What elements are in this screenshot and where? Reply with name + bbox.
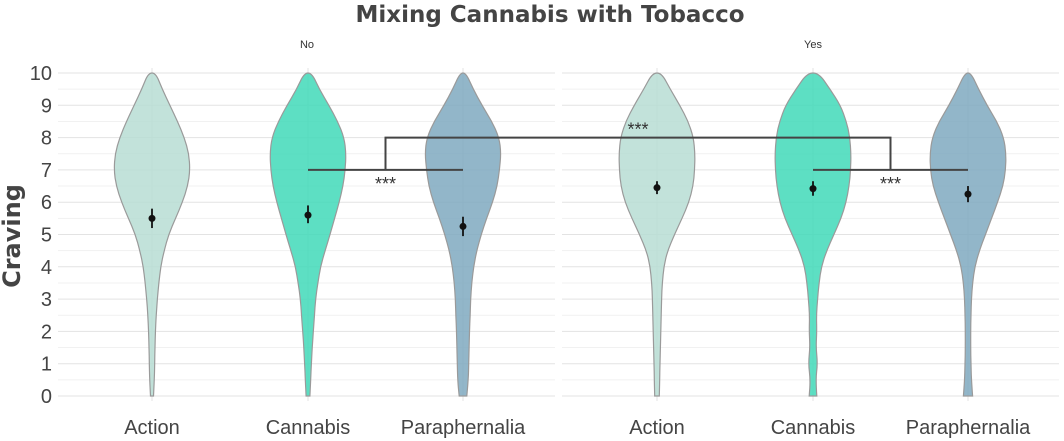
x-tick-label: Action [629,417,685,439]
facet-panel-no: No Action Cannabis Paraphernalia [58,39,555,439]
x-tick-label: Cannabis [266,417,351,439]
y-tick-label: 2 [41,321,52,343]
chart-title: Mixing Cannabis with Tobacco [355,2,744,28]
significance-label: *** [627,120,648,140]
mean-point-action [653,184,661,192]
facet-label: Yes [804,39,822,51]
violin-action [113,72,191,397]
facets-layer: No Action Cannabis Paraphernalia Yes Action Ca… [58,39,1059,439]
y-tick-label: 4 [41,257,52,279]
y-axis-label: Craving [0,184,26,288]
violin-cannabis [269,72,347,397]
y-tick-label: 10 [30,63,52,85]
y-axis-ticks: 0 1 2 3 4 5 6 7 8 9 10 [30,63,52,408]
x-tick-label: Paraphernalia [401,417,526,439]
y-tick-label: 0 [41,386,52,408]
y-tick-label: 5 [41,225,52,247]
y-tick-label: 1 [41,354,52,376]
significance-label: *** [375,174,396,194]
significance-annotations: *** *** *** [308,120,968,194]
significance-label: *** [880,174,901,194]
violin-action [618,72,696,397]
y-tick-label: 3 [41,289,52,311]
mean-point-cannabis [809,185,817,193]
violin-paraphernalia [929,72,1007,397]
mean-point-cannabis [304,211,312,219]
mean-point-paraphernalia [459,222,467,230]
y-tick-label: 9 [41,95,52,117]
facet-label: No [300,39,314,51]
x-tick-label: Cannabis [771,417,856,439]
mean-point-action [148,214,156,222]
facet-panel-yes: Yes Action Cannabis Paraphernalia [562,39,1059,439]
y-tick-label: 8 [41,128,52,150]
mean-point-paraphernalia [964,190,972,198]
x-tick-label: Paraphernalia [906,417,1031,439]
x-tick-label: Action [124,417,180,439]
y-tick-label: 7 [41,160,52,182]
bracket-across-panels [384,136,892,170]
violin-cannabis [774,72,852,397]
y-tick-label: 6 [41,192,52,214]
